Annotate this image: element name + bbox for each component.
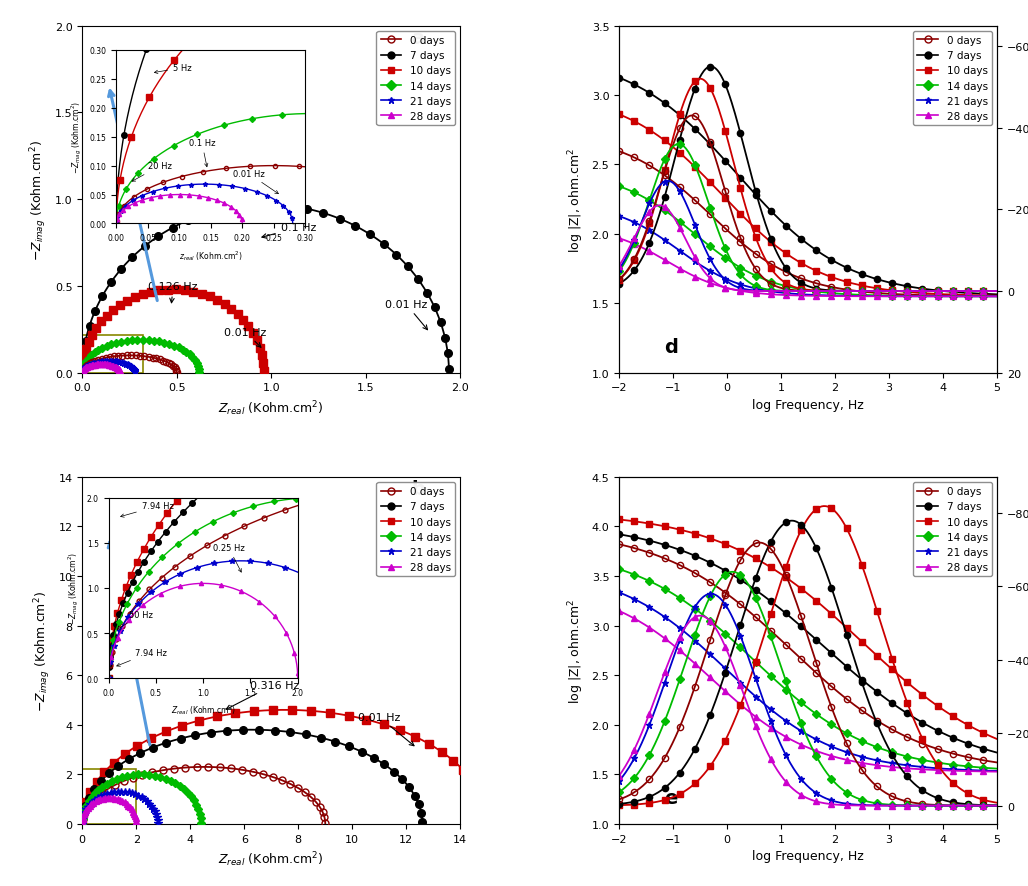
Text: a: a: [411, 29, 425, 48]
Y-axis label: log |Z|, ohm.cm$^2$: log |Z|, ohm.cm$^2$: [566, 598, 586, 703]
Text: 0.316 Hz: 0.316 Hz: [226, 680, 299, 710]
Text: 0.01 Hz: 0.01 Hz: [384, 299, 428, 330]
Text: 0.126 Hz: 0.126 Hz: [148, 282, 198, 303]
Bar: [82, 770, 137, 824]
Bar: [82, 335, 143, 373]
Legend: 0 days, 7 days, 10 days, 14 days, 21 days, 28 days: 0 days, 7 days, 10 days, 14 days, 21 day…: [376, 32, 455, 126]
Text: e: e: [664, 789, 677, 807]
Legend: 0 days, 7 days, 10 days, 14 days, 21 days, 28 days: 0 days, 7 days, 10 days, 14 days, 21 day…: [913, 483, 992, 577]
Text: d: d: [664, 338, 678, 356]
Text: 0.01 Hz: 0.01 Hz: [224, 327, 266, 348]
Y-axis label: $-Z_{imag}$ (Kohm.cm$^2$): $-Z_{imag}$ (Kohm.cm$^2$): [32, 590, 52, 711]
Y-axis label: $-Z_{imag}$ (Kohm.cm$^2$): $-Z_{imag}$ (Kohm.cm$^2$): [29, 139, 49, 260]
Legend: 0 days, 7 days, 10 days, 14 days, 21 days, 28 days: 0 days, 7 days, 10 days, 14 days, 21 day…: [376, 483, 455, 577]
Y-axis label: log |Z|, ohm.cm$^2$: log |Z|, ohm.cm$^2$: [566, 147, 586, 253]
X-axis label: $Z_{real}$ (Kohm.cm$^2$): $Z_{real}$ (Kohm.cm$^2$): [219, 399, 324, 417]
X-axis label: log Frequency, Hz: log Frequency, Hz: [752, 399, 864, 411]
Text: b: b: [411, 479, 425, 499]
Legend: 0 days, 7 days, 10 days, 14 days, 21 days, 28 days: 0 days, 7 days, 10 days, 14 days, 21 day…: [913, 32, 992, 126]
X-axis label: $Z_{real}$ (Kohm.cm$^2$): $Z_{real}$ (Kohm.cm$^2$): [219, 849, 324, 868]
Text: 0.01 Hz: 0.01 Hz: [358, 712, 414, 746]
Text: 0.1 Hz: 0.1 Hz: [262, 223, 316, 239]
X-axis label: log Frequency, Hz: log Frequency, Hz: [752, 849, 864, 862]
